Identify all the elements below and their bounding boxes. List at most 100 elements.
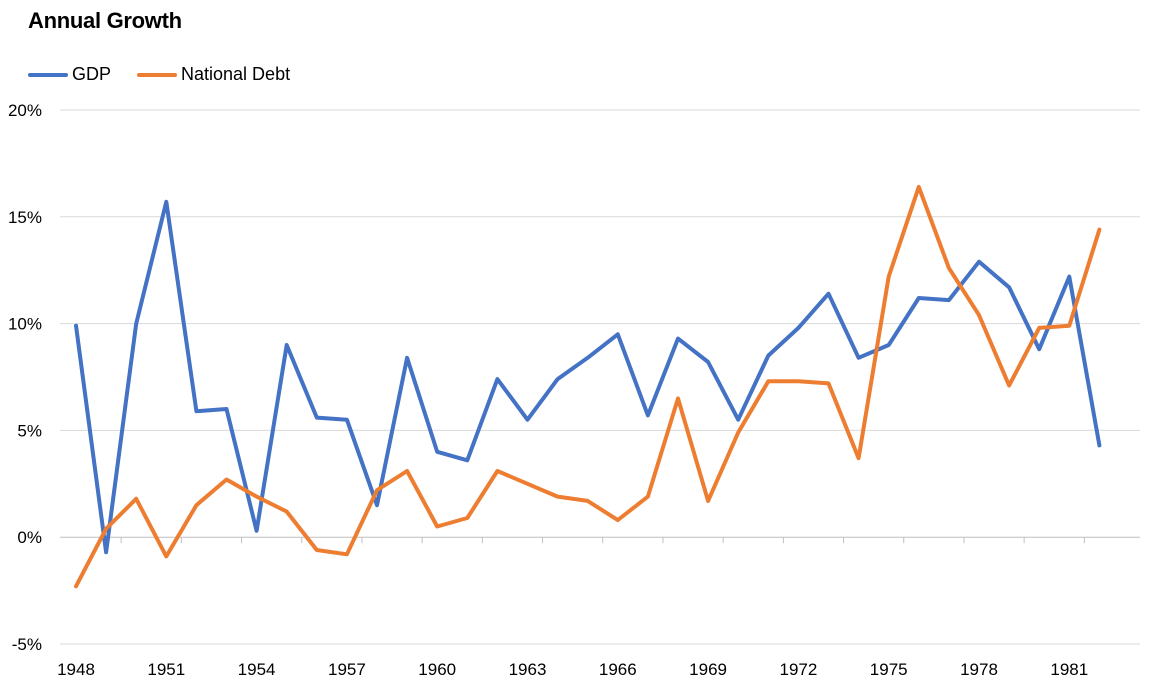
data-point-national-debt — [465, 516, 469, 520]
x-tick-label: 1954 — [238, 660, 276, 679]
data-point-national-debt — [164, 554, 168, 558]
data-point-national-debt — [857, 456, 861, 460]
data-point-gdp — [676, 337, 680, 341]
data-point-gdp — [345, 418, 349, 422]
data-point-gdp — [164, 200, 168, 204]
data-point-gdp — [1067, 275, 1071, 279]
data-point-national-debt — [977, 313, 981, 317]
data-point-national-debt — [495, 469, 499, 473]
data-point-national-debt — [616, 518, 620, 522]
data-point-gdp — [315, 416, 319, 420]
data-point-gdp — [706, 360, 710, 364]
data-point-gdp — [255, 529, 259, 533]
data-point-national-debt — [104, 527, 108, 531]
y-tick-label: 20% — [8, 101, 42, 120]
data-point-gdp — [616, 332, 620, 336]
x-axis: 1948 1951 1954 1957 1960 1963 1966 1969 1972 1975… — [57, 537, 1088, 679]
x-tick-label: 1957 — [328, 660, 366, 679]
data-point-national-debt — [405, 469, 409, 473]
data-point-gdp — [947, 298, 951, 302]
data-point-gdp — [827, 292, 831, 296]
legend-swatch-national-debt — [137, 72, 178, 77]
data-point-national-debt — [1037, 326, 1041, 330]
data-point-gdp — [887, 343, 891, 347]
data-point-national-debt — [1007, 384, 1011, 388]
y-tick-label: -5% — [12, 635, 42, 654]
data-point-national-debt — [1067, 324, 1071, 328]
data-point-gdp — [375, 503, 379, 507]
legend-label-gdp: GDP — [72, 64, 112, 84]
data-point-national-debt — [285, 510, 289, 514]
data-point-national-debt — [736, 431, 740, 435]
data-point-gdp — [1007, 285, 1011, 289]
x-tick-label: 1948 — [57, 660, 95, 679]
data-point-national-debt — [887, 275, 891, 279]
data-point-gdp — [736, 418, 740, 422]
data-point-national-debt — [345, 552, 349, 556]
data-point-national-debt — [556, 495, 560, 499]
chart-title: Annual Growth — [28, 8, 182, 33]
data-point-gdp — [1097, 443, 1101, 447]
data-point-national-debt — [375, 488, 379, 492]
data-point-gdp — [917, 296, 921, 300]
data-point-gdp — [857, 356, 861, 360]
data-point-national-debt — [194, 503, 198, 507]
data-point-gdp — [766, 354, 770, 358]
data-point-gdp — [134, 322, 138, 326]
data-point-national-debt — [74, 584, 78, 588]
data-point-national-debt — [255, 495, 259, 499]
x-tick-label: 1960 — [418, 660, 456, 679]
gridlines — [60, 109, 1140, 645]
y-tick-label: 15% — [8, 208, 42, 227]
x-tick-label: 1963 — [509, 660, 547, 679]
data-point-gdp — [465, 458, 469, 462]
data-point-gdp — [74, 324, 78, 328]
data-point-gdp — [405, 356, 409, 360]
data-point-gdp — [556, 377, 560, 381]
data-point-gdp — [225, 407, 229, 411]
data-point-national-debt — [526, 482, 530, 486]
data-point-national-debt — [766, 379, 770, 383]
y-tick-label: 10% — [8, 315, 42, 334]
legend: GDP National Debt — [28, 64, 316, 85]
x-tick-label: 1951 — [147, 660, 185, 679]
legend-item-national-debt[interactable]: National Debt — [137, 64, 290, 85]
y-tick-label: 0% — [17, 528, 42, 547]
data-point-national-debt — [586, 499, 590, 503]
data-point-national-debt — [796, 379, 800, 383]
data-point-gdp — [646, 413, 650, 417]
x-tick-label: 1978 — [960, 660, 998, 679]
data-point-national-debt — [435, 525, 439, 529]
data-point-gdp — [526, 418, 530, 422]
data-point-gdp — [285, 343, 289, 347]
data-point-gdp — [1037, 347, 1041, 351]
x-tick-label: 1975 — [870, 660, 908, 679]
x-tick-label: 1972 — [779, 660, 817, 679]
legend-item-gdp[interactable]: GDP — [28, 64, 111, 85]
data-point-national-debt — [646, 495, 650, 499]
data-point-national-debt — [947, 266, 951, 270]
x-tick-label: 1966 — [599, 660, 637, 679]
data-point-gdp — [977, 260, 981, 264]
legend-label-national-debt: National Debt — [181, 64, 291, 84]
data-point-national-debt — [225, 478, 229, 482]
data-point-national-debt — [917, 185, 921, 189]
data-point-national-debt — [134, 497, 138, 501]
y-tick-label: 5% — [17, 421, 42, 440]
data-point-national-debt — [706, 499, 710, 503]
data-point-national-debt — [827, 381, 831, 385]
data-point-gdp — [586, 356, 590, 360]
data-point-gdp — [104, 550, 108, 554]
data-point-gdp — [796, 326, 800, 330]
data-point-national-debt — [1097, 228, 1101, 232]
x-tick-label: 1969 — [689, 660, 727, 679]
data-point-gdp — [435, 450, 439, 454]
data-point-gdp — [194, 409, 198, 413]
series-line-national-debt — [74, 184, 1102, 589]
data-point-national-debt — [315, 548, 319, 552]
series-group — [74, 184, 1102, 589]
legend-swatch-gdp — [28, 72, 68, 77]
data-point-gdp — [495, 377, 499, 381]
data-point-national-debt — [676, 396, 680, 400]
